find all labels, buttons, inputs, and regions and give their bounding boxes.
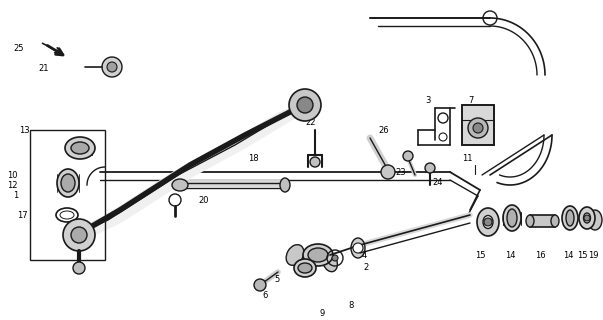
Ellipse shape xyxy=(294,259,316,277)
Circle shape xyxy=(403,151,413,161)
Text: 12: 12 xyxy=(7,180,18,189)
Text: 3: 3 xyxy=(425,95,431,105)
Text: 14: 14 xyxy=(563,251,573,260)
Ellipse shape xyxy=(507,209,517,227)
Text: 7: 7 xyxy=(468,95,473,105)
Ellipse shape xyxy=(584,213,590,223)
Circle shape xyxy=(63,219,95,251)
Circle shape xyxy=(473,123,483,133)
Circle shape xyxy=(289,89,321,121)
Ellipse shape xyxy=(477,208,499,236)
Text: 8: 8 xyxy=(348,300,353,309)
Text: 14: 14 xyxy=(505,251,515,260)
Text: 9: 9 xyxy=(320,309,325,318)
Circle shape xyxy=(381,165,395,179)
Text: 15: 15 xyxy=(475,251,485,260)
Circle shape xyxy=(484,218,492,226)
Ellipse shape xyxy=(562,206,578,230)
Ellipse shape xyxy=(286,245,304,265)
Ellipse shape xyxy=(351,238,365,258)
Ellipse shape xyxy=(61,174,75,192)
Text: 16: 16 xyxy=(535,251,545,260)
Circle shape xyxy=(310,157,320,167)
Circle shape xyxy=(353,243,363,253)
Circle shape xyxy=(332,255,338,261)
Circle shape xyxy=(254,279,266,291)
Text: 10: 10 xyxy=(7,171,18,180)
Circle shape xyxy=(102,57,122,77)
Ellipse shape xyxy=(551,215,559,227)
Ellipse shape xyxy=(298,263,312,273)
Text: 2: 2 xyxy=(363,263,368,273)
Circle shape xyxy=(297,97,313,113)
Bar xyxy=(462,105,494,145)
Text: 17: 17 xyxy=(17,211,28,220)
Text: 4: 4 xyxy=(362,251,367,260)
Text: 1: 1 xyxy=(13,190,18,199)
Text: 19: 19 xyxy=(588,251,598,260)
Text: 21: 21 xyxy=(38,63,48,73)
Ellipse shape xyxy=(588,210,602,230)
Circle shape xyxy=(425,163,435,173)
Circle shape xyxy=(107,62,117,72)
Text: 5: 5 xyxy=(274,276,279,284)
Ellipse shape xyxy=(323,252,338,272)
Text: 18: 18 xyxy=(248,154,259,163)
Bar xyxy=(462,105,494,145)
Circle shape xyxy=(71,227,87,243)
Text: 26: 26 xyxy=(378,125,388,134)
Ellipse shape xyxy=(308,248,328,262)
Ellipse shape xyxy=(57,169,79,197)
Ellipse shape xyxy=(280,178,290,192)
Text: 11: 11 xyxy=(462,154,473,163)
Ellipse shape xyxy=(172,179,188,191)
Text: 24: 24 xyxy=(432,178,443,187)
Bar xyxy=(530,215,555,227)
Ellipse shape xyxy=(65,137,95,159)
Ellipse shape xyxy=(483,215,493,228)
Text: 22: 22 xyxy=(305,117,315,126)
Circle shape xyxy=(73,262,85,274)
Ellipse shape xyxy=(526,215,534,227)
Bar xyxy=(30,130,105,260)
Ellipse shape xyxy=(579,207,595,229)
Ellipse shape xyxy=(303,244,333,266)
Ellipse shape xyxy=(566,210,574,226)
Text: 6: 6 xyxy=(262,291,267,300)
Ellipse shape xyxy=(71,142,89,154)
Circle shape xyxy=(468,118,488,138)
Text: 23: 23 xyxy=(395,167,406,177)
Text: 13: 13 xyxy=(19,125,30,134)
Text: 15: 15 xyxy=(576,251,587,260)
Text: 20: 20 xyxy=(198,196,209,204)
Ellipse shape xyxy=(503,205,521,231)
Circle shape xyxy=(584,215,590,221)
Text: 25: 25 xyxy=(13,44,24,52)
